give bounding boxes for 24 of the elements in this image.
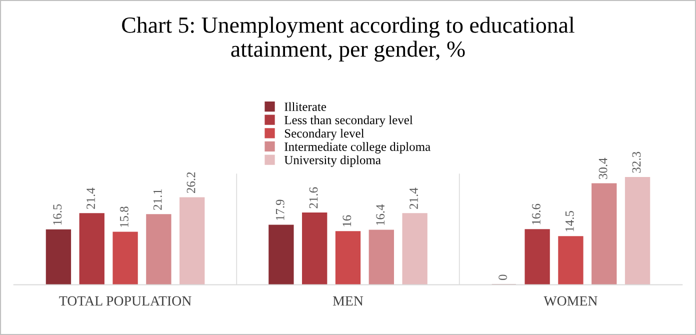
legend-label: Secondary level [284, 128, 364, 140]
data-label: 16.4 [376, 204, 385, 225]
data-label: 30.4 [598, 158, 608, 179]
x-tick-label: WOMEN [544, 296, 598, 306]
data-label: 16.5 [53, 204, 62, 225]
data-label: 26.2 [186, 172, 196, 193]
x-tick-label: TOTAL POPULATION [59, 296, 192, 306]
data-label: 0 [498, 274, 508, 280]
data-label: 21.4 [410, 188, 418, 209]
legend-label: Intermediate college diploma [284, 142, 430, 154]
chart-title: Chart 5: Unemployment according to educational attainment, per gender, % [122, 16, 574, 62]
data-label: 14.5 [565, 210, 574, 232]
legend-label: Less than secondary level [284, 116, 413, 127]
data-label: 16 [342, 215, 352, 226]
legend-label: Illiterate [284, 102, 326, 112]
data-label: 16.6 [532, 204, 540, 224]
legend-label: University diploma [284, 155, 381, 167]
data-label: 21.4 [86, 188, 96, 209]
data-label: 21.6 [309, 187, 318, 208]
data-label: 17.9 [276, 200, 284, 220]
x-tick-label: MEN [332, 296, 364, 306]
data-label: 15.8 [120, 206, 128, 227]
data-label: 32.3 [632, 152, 641, 173]
data-label: 21.1 [153, 189, 162, 210]
